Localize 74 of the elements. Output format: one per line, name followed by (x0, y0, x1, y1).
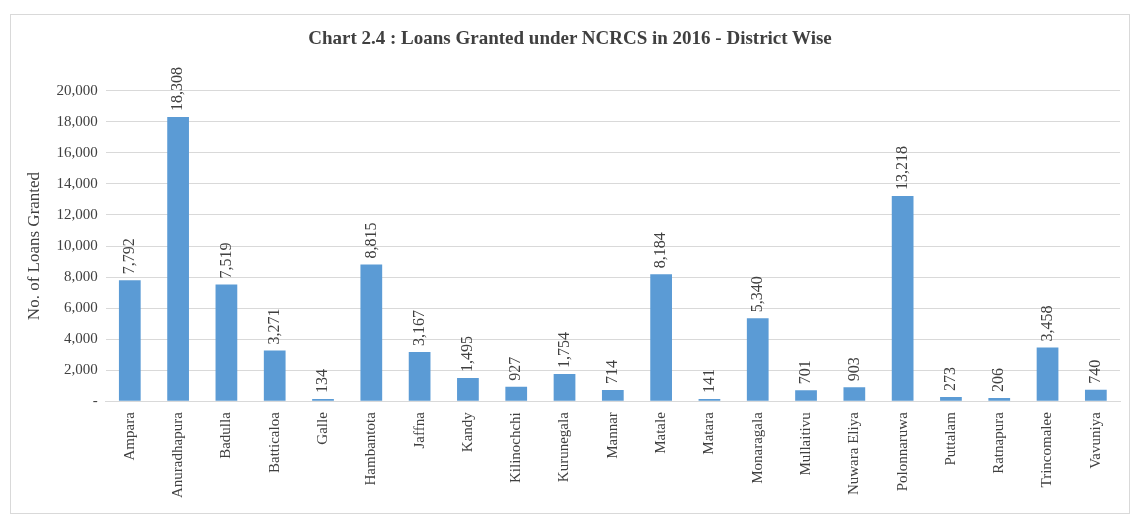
data-label: 3,458 (1037, 305, 1055, 342)
data-label: 714 (603, 360, 621, 385)
bar (988, 398, 1011, 401)
y-tick-label: 18,000 (56, 112, 98, 129)
y-tick-label: 4,000 (63, 330, 98, 347)
y-tick-label: - (92, 392, 98, 409)
data-label: 1,754 (554, 331, 572, 368)
data-label: 18,308 (168, 67, 186, 112)
bar (940, 396, 962, 401)
y-tick-label: 8,000 (63, 267, 98, 284)
data-label: 3,167 (409, 310, 427, 347)
bar (795, 390, 817, 401)
bar (650, 274, 672, 401)
x-tick-label: Anuradhapura (169, 411, 186, 498)
x-tick-label: Badulla (217, 411, 234, 459)
data-label: 1,495 (458, 336, 476, 372)
data-label: 8,184 (651, 232, 669, 269)
data-label: 7,792 (120, 238, 137, 275)
x-tick-label: Jaffna (410, 411, 427, 449)
bar (360, 264, 383, 401)
y-tick-label: 14,000 (56, 174, 98, 191)
bar (505, 386, 528, 401)
x-tick-label: Kilinochchi (507, 412, 524, 484)
x-tick-label: Hambantota (362, 411, 379, 486)
bar (408, 352, 431, 401)
data-label: 3,271 (264, 308, 282, 345)
x-tick-label: Puttalam (941, 411, 958, 466)
bar (746, 318, 769, 401)
data-label: 8,815 (361, 222, 379, 259)
y-axis-title: No. of Loans Granted (23, 171, 43, 321)
y-tick-label: 2,000 (63, 361, 98, 378)
y-tick-label: 16,000 (56, 143, 98, 160)
x-tick-label: Mullaitivu (796, 411, 813, 476)
x-tick-label: Vavuniya (1086, 411, 1103, 469)
bar (167, 117, 189, 401)
bar (263, 350, 286, 401)
bar (553, 373, 576, 401)
bar (891, 196, 914, 401)
y-tick-label: 6,000 (63, 299, 98, 316)
data-label: 740 (1086, 359, 1104, 384)
chart-title: Chart 2.4 : Loans Granted under NCRCS in 2016 - District Wise (308, 27, 832, 49)
x-tick-label: Monaragala (748, 411, 765, 484)
x-tick-label: Ampara (120, 411, 137, 461)
x-tick-label: Kurunegala (555, 411, 572, 483)
bar (215, 284, 238, 401)
x-tick-label: Polonnaruwa (893, 411, 910, 492)
bar (118, 280, 141, 401)
data-label: 141 (699, 369, 717, 394)
x-tick-label: Trincomalee (1038, 411, 1055, 488)
x-tick-label: Matale (652, 411, 669, 454)
data-label: 273 (941, 366, 959, 391)
y-tick-label: 10,000 (56, 236, 98, 253)
data-label: 13,218 (892, 146, 910, 191)
data-label: 701 (796, 360, 814, 385)
x-tick-label: Matara (700, 411, 717, 455)
bar (1084, 389, 1107, 401)
x-tick-label: Mannar (603, 412, 620, 459)
y-tick-label: 20,000 (56, 81, 98, 98)
data-label: 927 (506, 356, 524, 381)
bar (457, 378, 479, 401)
x-tick-label: Galle (313, 411, 330, 445)
bar (843, 387, 866, 401)
data-label: 903 (844, 357, 862, 382)
data-label: 7,519 (216, 242, 234, 279)
bar (1036, 347, 1059, 401)
bar (601, 390, 624, 401)
x-tick-label: Nuwara Eliya (845, 411, 862, 496)
y-tick-label: 12,000 (56, 205, 98, 222)
data-label: 134 (313, 369, 331, 394)
x-tick-label: Kandy (458, 411, 475, 453)
x-tick-label: Ratnapura (990, 411, 1007, 474)
data-label: 206 (989, 368, 1007, 393)
data-label: 5,340 (747, 276, 765, 313)
x-tick-label: Batticaloa (265, 411, 282, 474)
